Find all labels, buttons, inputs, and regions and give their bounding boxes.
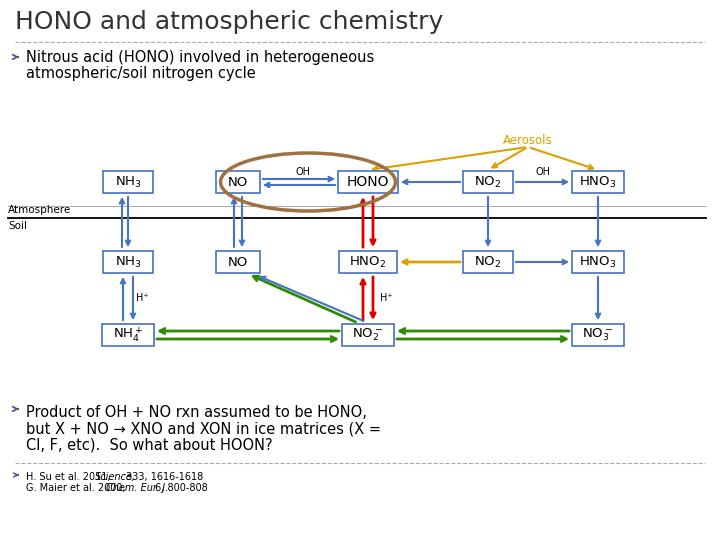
Text: HONO and atmospheric chemistry: HONO and atmospheric chemistry	[15, 10, 444, 34]
Text: NH$_4^+$: NH$_4^+$	[113, 326, 143, 345]
Text: OH: OH	[536, 167, 551, 177]
Text: HONO: HONO	[347, 175, 390, 189]
Text: 6, 800-808: 6, 800-808	[152, 483, 207, 493]
Text: NO$_2^-$: NO$_2^-$	[353, 327, 384, 343]
Text: Cl, F, etc).  So what about HOON?: Cl, F, etc). So what about HOON?	[26, 437, 273, 452]
Text: NO: NO	[228, 176, 248, 188]
FancyBboxPatch shape	[342, 324, 394, 346]
Text: atmospheric/soil nitrogen cycle: atmospheric/soil nitrogen cycle	[26, 66, 256, 81]
FancyBboxPatch shape	[102, 324, 154, 346]
FancyBboxPatch shape	[572, 251, 624, 273]
Text: H. Su et al. 2011,: H. Su et al. 2011,	[26, 472, 114, 482]
Text: Soil: Soil	[8, 221, 27, 231]
Text: G. Maier et al. 2000,: G. Maier et al. 2000,	[26, 483, 129, 493]
Text: NO$_2$: NO$_2$	[474, 254, 502, 269]
Text: Science,: Science,	[95, 472, 136, 482]
Text: HNO$_2$: HNO$_2$	[349, 254, 387, 269]
Text: HNO$_3$: HNO$_3$	[579, 174, 617, 190]
Text: Atmosphere: Atmosphere	[8, 205, 71, 215]
Text: Aerosols: Aerosols	[503, 133, 553, 146]
Text: Product of OH + NO rxn assumed to be HONO,: Product of OH + NO rxn assumed to be HON…	[26, 405, 367, 420]
FancyBboxPatch shape	[572, 324, 624, 346]
FancyBboxPatch shape	[103, 171, 153, 193]
Text: H⁺: H⁺	[135, 293, 148, 303]
FancyBboxPatch shape	[463, 171, 513, 193]
Text: NH$_3$: NH$_3$	[114, 254, 141, 269]
FancyBboxPatch shape	[339, 251, 397, 273]
FancyBboxPatch shape	[463, 251, 513, 273]
Text: Chem. Eur. J.: Chem. Eur. J.	[107, 483, 168, 493]
FancyBboxPatch shape	[338, 171, 398, 193]
Text: NO$_2$: NO$_2$	[474, 174, 502, 190]
Text: but X + NO → XNO and XON in ice matrices (X =: but X + NO → XNO and XON in ice matrices…	[26, 421, 381, 436]
FancyBboxPatch shape	[572, 171, 624, 193]
Text: H⁺: H⁺	[379, 293, 392, 303]
Text: Nitrous acid (HONO) involved in heterogeneous: Nitrous acid (HONO) involved in heteroge…	[26, 50, 374, 65]
Text: HNO$_3$: HNO$_3$	[579, 254, 617, 269]
Text: NO$_3^-$: NO$_3^-$	[582, 327, 613, 343]
FancyBboxPatch shape	[216, 171, 260, 193]
Text: NH$_3$: NH$_3$	[114, 174, 141, 190]
FancyBboxPatch shape	[216, 251, 260, 273]
Text: NO: NO	[228, 255, 248, 268]
Text: OH: OH	[295, 167, 310, 177]
Text: 333, 1616-1618: 333, 1616-1618	[123, 472, 204, 482]
FancyBboxPatch shape	[103, 251, 153, 273]
